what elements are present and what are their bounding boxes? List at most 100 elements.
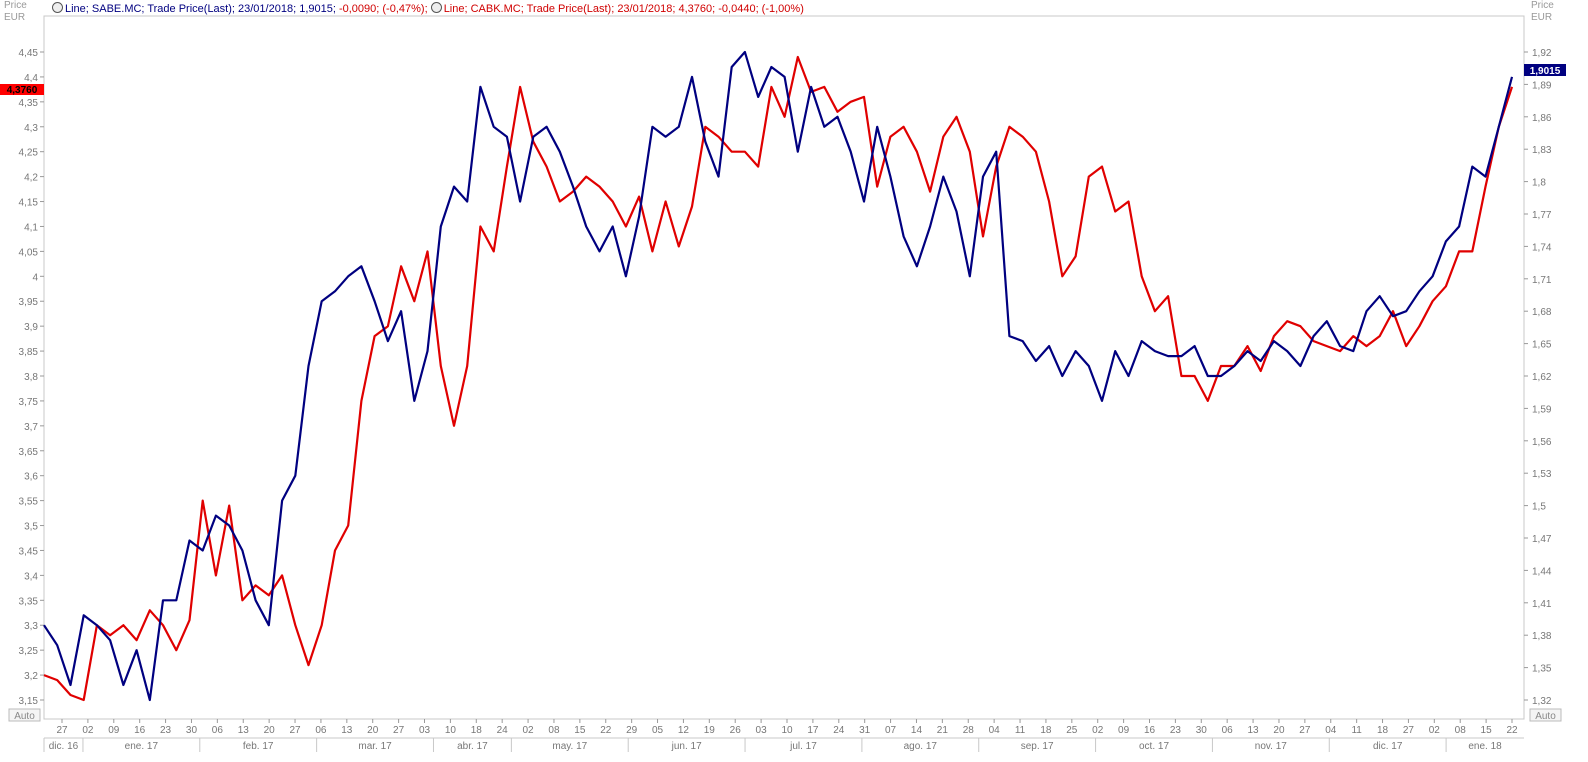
right-tick-label: 1,53 — [1532, 469, 1552, 480]
series-line-sabe-mc — [43, 50, 1514, 702]
right-tick-label: 1,86 — [1532, 113, 1552, 124]
x-day-label: 16 — [134, 725, 146, 736]
x-day-label: 18 — [471, 725, 483, 736]
x-day-label: 13 — [1248, 725, 1260, 736]
right-tick-label: 1,77 — [1532, 210, 1552, 221]
left-tick-label: 3,7 — [24, 422, 38, 433]
x-day-label: 15 — [574, 725, 586, 736]
left-tick-label: 3,2 — [24, 671, 38, 682]
x-day-label: 03 — [419, 725, 431, 736]
right-tick-label: 1,44 — [1532, 566, 1552, 577]
right-axis-title: Price EUR — [1531, 0, 1554, 24]
x-day-label: 02 — [82, 725, 94, 736]
x-day-label: 15 — [1481, 725, 1493, 736]
x-day-label: 23 — [1170, 725, 1182, 736]
x-month-label: feb. 17 — [243, 741, 274, 752]
x-day-label: 06 — [212, 725, 224, 736]
left-tick-label: 3,65 — [19, 447, 39, 458]
right-tick-label: 1,47 — [1532, 534, 1552, 545]
x-month-label: sep. 17 — [1021, 741, 1054, 752]
x-day-label: 02 — [523, 725, 535, 736]
x-month-label: may. 17 — [552, 741, 587, 752]
right-tick-label: 1,89 — [1532, 80, 1552, 91]
x-day-label: 26 — [730, 725, 742, 736]
x-day-label: 22 — [1506, 725, 1518, 736]
plot-frame — [43, 15, 1525, 720]
x-day-label: 18 — [1040, 725, 1052, 736]
sabe-last-value-badge — [1524, 64, 1566, 76]
left-tick-label: 3,85 — [19, 347, 39, 358]
auto-scale-left-label: Auto — [14, 711, 35, 722]
left-tick-label: 3,75 — [19, 397, 39, 408]
x-day-label: 07 — [885, 725, 897, 736]
right-tick-label: 1,83 — [1532, 145, 1552, 156]
x-day-label: 06 — [315, 725, 327, 736]
left-tick-label: 4,45 — [19, 48, 39, 59]
x-day-label: 31 — [859, 725, 871, 736]
left-tick-label: 4,05 — [19, 247, 39, 258]
x-day-label: 02 — [1429, 725, 1441, 736]
x-month-label: jun. 17 — [671, 741, 702, 752]
left-axis-title: Price EUR — [4, 0, 27, 24]
auto-scale-left-button[interactable] — [8, 708, 41, 722]
x-day-label: 05 — [652, 725, 664, 736]
x-day-label: 20 — [1273, 725, 1285, 736]
left-tick-label: 3,3 — [24, 621, 38, 632]
x-day-label: 11 — [1351, 725, 1362, 736]
x-day-label: 08 — [548, 725, 560, 736]
x-month-label: dic. 16 — [49, 741, 79, 752]
auto-scale-right-button[interactable] — [1529, 708, 1562, 722]
x-day-label: 30 — [186, 725, 198, 736]
x-day-label: 09 — [108, 725, 120, 736]
x-month-label: ene. 18 — [1468, 741, 1502, 752]
left-tick-label: 3,45 — [19, 546, 39, 557]
x-day-label: 24 — [497, 725, 509, 736]
x-day-label: 17 — [807, 725, 819, 736]
x-day-label: 13 — [341, 725, 353, 736]
right-tick-label: 1,62 — [1532, 372, 1552, 383]
chart-legend: Line; SABE.MC; Trade Price(Last); 23/01/… — [52, 2, 804, 15]
right-tick-label: 1,38 — [1532, 631, 1552, 642]
clock-icon[interactable] — [430, 2, 442, 13]
right-tick-label: 1,35 — [1532, 664, 1552, 675]
left-tick-label: 4,15 — [19, 198, 39, 209]
x-day-label: 24 — [833, 725, 845, 736]
cabk-last-value-label: 4,3760 — [7, 85, 38, 96]
right-tick-label: 1,59 — [1532, 404, 1552, 415]
right-tick-label: 1,32 — [1532, 696, 1552, 707]
x-day-label: 16 — [1144, 725, 1156, 736]
legend-series-cabk: Line; CABK.MC; Trade Price(Last); 23/01/… — [443, 3, 804, 15]
clock-icon[interactable] — [52, 2, 63, 13]
left-tick-label: 3,9 — [24, 322, 38, 333]
right-tick-label: 1,56 — [1532, 437, 1552, 448]
legend-change-sabe: -0,0090; (-0,47%); — [338, 3, 428, 15]
x-month-label: oct. 17 — [1139, 741, 1169, 752]
right-tick-label: 1,71 — [1532, 275, 1552, 286]
x-month-label: ene. 17 — [125, 741, 159, 752]
left-tick-label: 3,6 — [24, 472, 38, 483]
x-day-label: 09 — [1118, 725, 1130, 736]
left-axis-title-line1: Price — [4, 0, 27, 11]
left-tick-label: 4 — [32, 272, 38, 283]
left-tick-label: 4,1 — [24, 222, 38, 233]
x-day-label: 27 — [1299, 725, 1311, 736]
x-day-label: 03 — [756, 725, 768, 736]
x-day-label: 22 — [600, 725, 612, 736]
x-day-label: 27 — [1403, 725, 1415, 736]
left-tick-label: 3,4 — [24, 571, 38, 582]
right-tick-label: 1,41 — [1532, 599, 1552, 610]
x-day-label: 29 — [626, 725, 638, 736]
x-day-label: 02 — [1092, 725, 1104, 736]
right-tick-label: 1,5 — [1532, 502, 1546, 513]
x-day-label: 04 — [1325, 725, 1337, 736]
x-day-label: 20 — [264, 725, 276, 736]
x-day-label: 19 — [704, 725, 716, 736]
right-axis-title-line1: Price — [1531, 0, 1554, 11]
auto-scale-right-label: Auto — [1535, 711, 1556, 722]
left-tick-label: 4,25 — [19, 148, 39, 159]
x-day-label: 30 — [1196, 725, 1208, 736]
x-month-label: dic. 17 — [1373, 741, 1403, 752]
legend-series-sabe: Line; SABE.MC; Trade Price(Last); 23/01/… — [65, 3, 336, 15]
x-day-label: 10 — [781, 725, 793, 736]
